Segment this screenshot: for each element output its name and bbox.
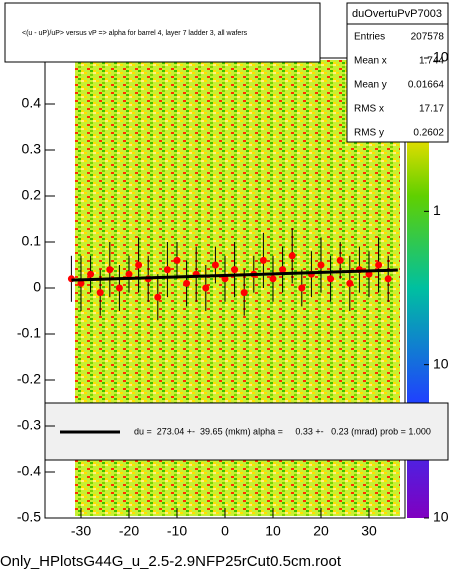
profile-point xyxy=(77,279,85,287)
z-tick-label: 10 xyxy=(433,355,449,371)
stats-label: RMS x xyxy=(354,104,384,115)
stats-value: 207578 xyxy=(411,32,445,43)
plot-area xyxy=(67,228,398,321)
stats-value: 0.01664 xyxy=(408,80,445,91)
y-tick-label: -0.4 xyxy=(17,463,41,479)
profile-point xyxy=(240,289,248,297)
profile-point xyxy=(163,266,171,274)
y-tick-label: -0.2 xyxy=(17,371,41,387)
stats-box xyxy=(346,2,449,143)
y-tick-label: -0.3 xyxy=(17,417,41,433)
z-tick-label: 10 xyxy=(433,49,449,65)
profile-point xyxy=(211,261,219,269)
stats-value: 17.17 xyxy=(419,104,444,115)
stats-label: Mean x xyxy=(354,56,387,67)
chart-title: <(u - uP)/uP> versus vP => alpha for bar… xyxy=(22,30,248,37)
y-tick-label: 0.1 xyxy=(22,233,42,249)
profile-point xyxy=(327,275,335,283)
profile-point xyxy=(279,266,287,274)
stats-label: RMS y xyxy=(354,128,384,139)
y-tick-label: 0.2 xyxy=(22,187,42,203)
stats-label: Mean y xyxy=(354,80,387,91)
x-tick-label: 0 xyxy=(221,523,229,539)
z-tick-label: 10 xyxy=(433,509,449,525)
y-tick-label: 0.4 xyxy=(22,95,42,111)
profile-point xyxy=(125,270,133,278)
y-tick-label: 0.3 xyxy=(22,141,42,157)
profile-point xyxy=(375,261,383,269)
z-tick-label: 1 xyxy=(433,202,441,218)
profile-point xyxy=(96,289,104,297)
x-tick-label: -20 xyxy=(119,523,139,539)
x-tick-label: 20 xyxy=(313,523,329,539)
y-tick-label: 0 xyxy=(33,279,41,295)
profile-point xyxy=(183,279,191,287)
stats-value: 1.744 xyxy=(419,56,444,67)
profile-point xyxy=(298,284,306,292)
stats-name: duOvertuPvP7003 xyxy=(352,8,442,20)
title-box xyxy=(4,2,321,63)
x-tick-label: -10 xyxy=(167,523,187,539)
profile-point xyxy=(106,266,114,274)
profile-point xyxy=(115,284,123,292)
profile-point xyxy=(154,293,162,301)
profile-point xyxy=(231,266,239,274)
profile-point xyxy=(346,279,354,287)
fit-legend-text: du = 273.04 +- 39.65 (mkm) alpha = 0.33 … xyxy=(134,426,431,436)
profile-point xyxy=(173,256,181,264)
profile-point xyxy=(221,275,229,283)
profile-point xyxy=(384,275,392,283)
y-tick-label: -0.5 xyxy=(17,509,41,525)
y-tick-label: -0.1 xyxy=(17,325,41,341)
profile-point xyxy=(317,261,325,269)
profile-point xyxy=(87,270,95,278)
stats-label: Entries xyxy=(354,32,385,43)
profile-point xyxy=(288,252,296,260)
x-tick-label: 10 xyxy=(265,523,281,539)
profile-point xyxy=(259,256,267,264)
profile-point xyxy=(269,275,277,283)
profile-point xyxy=(202,284,210,292)
profile-point xyxy=(336,256,344,264)
fit-line xyxy=(71,268,398,282)
profile-point xyxy=(135,261,143,269)
x-axis-label: Only_HPlotsG44G_u_2.5-2.9NFP25rCut0.5cm.… xyxy=(0,553,342,570)
x-tick-label: 30 xyxy=(361,523,377,539)
x-tick-label: -30 xyxy=(71,523,91,539)
stats-value: 0.2602 xyxy=(413,128,444,139)
